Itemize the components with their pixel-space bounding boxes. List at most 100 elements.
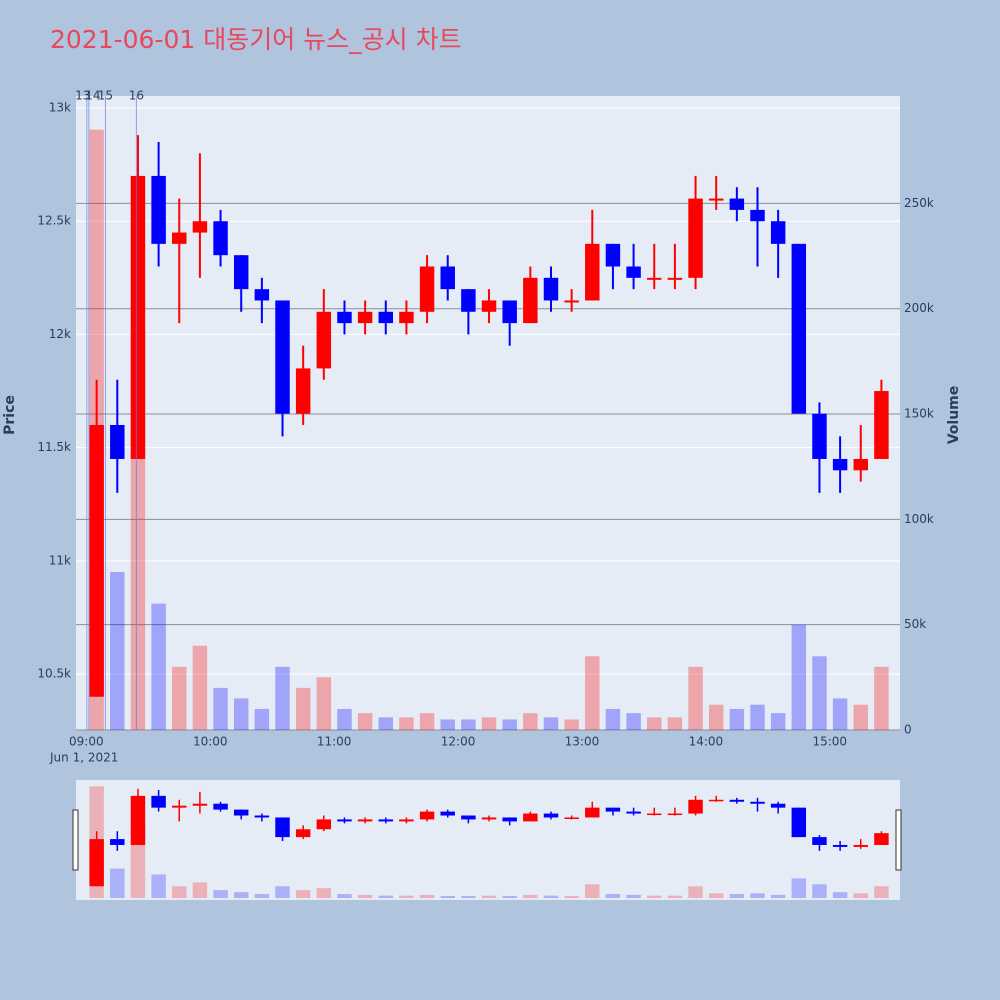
volume-bar — [667, 717, 683, 730]
slider-body — [440, 811, 455, 816]
slider-body — [461, 815, 476, 820]
slider-volume-bar — [626, 894, 641, 898]
volume-bar — [605, 708, 621, 730]
slider-body — [130, 795, 146, 845]
x-tick-label: 12:00 — [441, 735, 476, 749]
slider-body — [564, 817, 579, 819]
slider-body — [523, 813, 538, 822]
slider-body — [172, 805, 187, 808]
candle-body — [647, 277, 662, 280]
y2-tick-label: 250k — [904, 196, 934, 210]
range-slider[interactable] — [76, 780, 900, 900]
slider-volume-bar — [110, 868, 125, 898]
volume-bar — [151, 603, 166, 730]
slider-volume-bar — [275, 886, 290, 898]
candle-body — [812, 413, 827, 459]
y2-tick-label: 200k — [904, 301, 934, 315]
candle-body — [110, 425, 125, 459]
slider-handle-right[interactable] — [895, 809, 902, 871]
y2-tick-label: 100k — [904, 512, 934, 526]
candle-body — [770, 221, 786, 244]
slider-body — [585, 807, 600, 818]
candle-body — [440, 266, 455, 290]
slider-body — [357, 819, 373, 822]
candle-body — [853, 458, 868, 471]
volume-bar — [337, 708, 352, 730]
candle-body — [874, 391, 889, 459]
x-tick-label: 10:00 — [193, 735, 228, 749]
slider-body — [192, 803, 208, 806]
slider-body — [378, 819, 394, 822]
volume-bar — [832, 698, 848, 730]
slider-volume-bar — [853, 893, 868, 898]
slider-body — [729, 799, 745, 802]
volume-bar — [708, 704, 724, 730]
x-tick-label: 11:00 — [317, 735, 352, 749]
candle-body — [399, 311, 414, 324]
slider-volume-bar — [523, 894, 538, 898]
slider-body — [337, 819, 352, 822]
slider-body — [399, 819, 414, 822]
candle-body — [791, 243, 807, 414]
volume-bar — [295, 687, 311, 730]
slider-volume-bar — [605, 894, 621, 898]
candle-body — [585, 243, 600, 301]
y2-tick-label: 150k — [904, 407, 934, 421]
slider-volume-bar — [378, 895, 394, 898]
candle-body — [89, 425, 104, 697]
y-tick-label: 10.5k — [37, 667, 71, 681]
candle-body — [316, 311, 332, 369]
volume-bar — [502, 719, 517, 730]
slider-volume-bar — [481, 895, 497, 898]
slider-volume-bar — [585, 884, 600, 898]
slider-volume-bar — [440, 896, 455, 898]
candle-body — [605, 243, 621, 267]
volume-bar — [357, 713, 373, 730]
slider-body — [667, 813, 683, 816]
slider-body — [853, 844, 868, 847]
candle-body — [461, 289, 476, 312]
plot-layer: 10.5k 11k 11.5k 12k 12.5k 13k 0 50k 100k 150k 200k… — [37, 89, 934, 898]
slider-body — [791, 807, 807, 838]
slider-body — [874, 833, 889, 845]
slider-volume-bar — [874, 886, 889, 898]
candle-body — [275, 300, 290, 414]
volume-bar — [770, 713, 786, 730]
candle-body — [750, 209, 765, 222]
volume-bar — [481, 717, 497, 730]
slider-body — [688, 799, 703, 814]
candle-body — [481, 300, 497, 312]
candle-body — [151, 175, 166, 244]
event-label: 16 — [129, 89, 144, 103]
slider-body — [295, 829, 311, 838]
slider-volume-bar — [770, 894, 786, 898]
candle-body — [130, 175, 146, 459]
volume-bar — [213, 687, 228, 730]
volume-bar — [853, 704, 868, 730]
slider-volume-bar — [254, 894, 270, 898]
x-tick-label: 15:00 — [812, 735, 847, 749]
volume-bar — [874, 666, 889, 730]
candle-body — [832, 458, 848, 471]
event-label: 15 — [98, 89, 113, 103]
x-tick-label: 09:00 — [69, 735, 104, 749]
volume-bar — [440, 719, 455, 730]
volume-bar — [626, 713, 641, 730]
candle-body — [419, 266, 435, 312]
candle-body — [564, 300, 579, 303]
slider-volume-bar — [172, 886, 187, 898]
volume-bar — [688, 666, 703, 730]
slider-body — [254, 815, 270, 818]
slider-body — [708, 799, 724, 802]
y2-tick-label: 50k — [904, 617, 926, 631]
slider-body — [419, 811, 435, 820]
candle-body — [254, 289, 270, 301]
volume-bar — [419, 713, 435, 730]
slider-volume-bar — [729, 894, 745, 898]
volume-bar — [254, 708, 270, 730]
slider-volume-bar — [337, 894, 352, 898]
candle-body — [523, 277, 538, 324]
slider-volume-bar — [647, 895, 662, 898]
candle-body — [378, 311, 394, 324]
slider-handle-left[interactable] — [72, 809, 79, 871]
